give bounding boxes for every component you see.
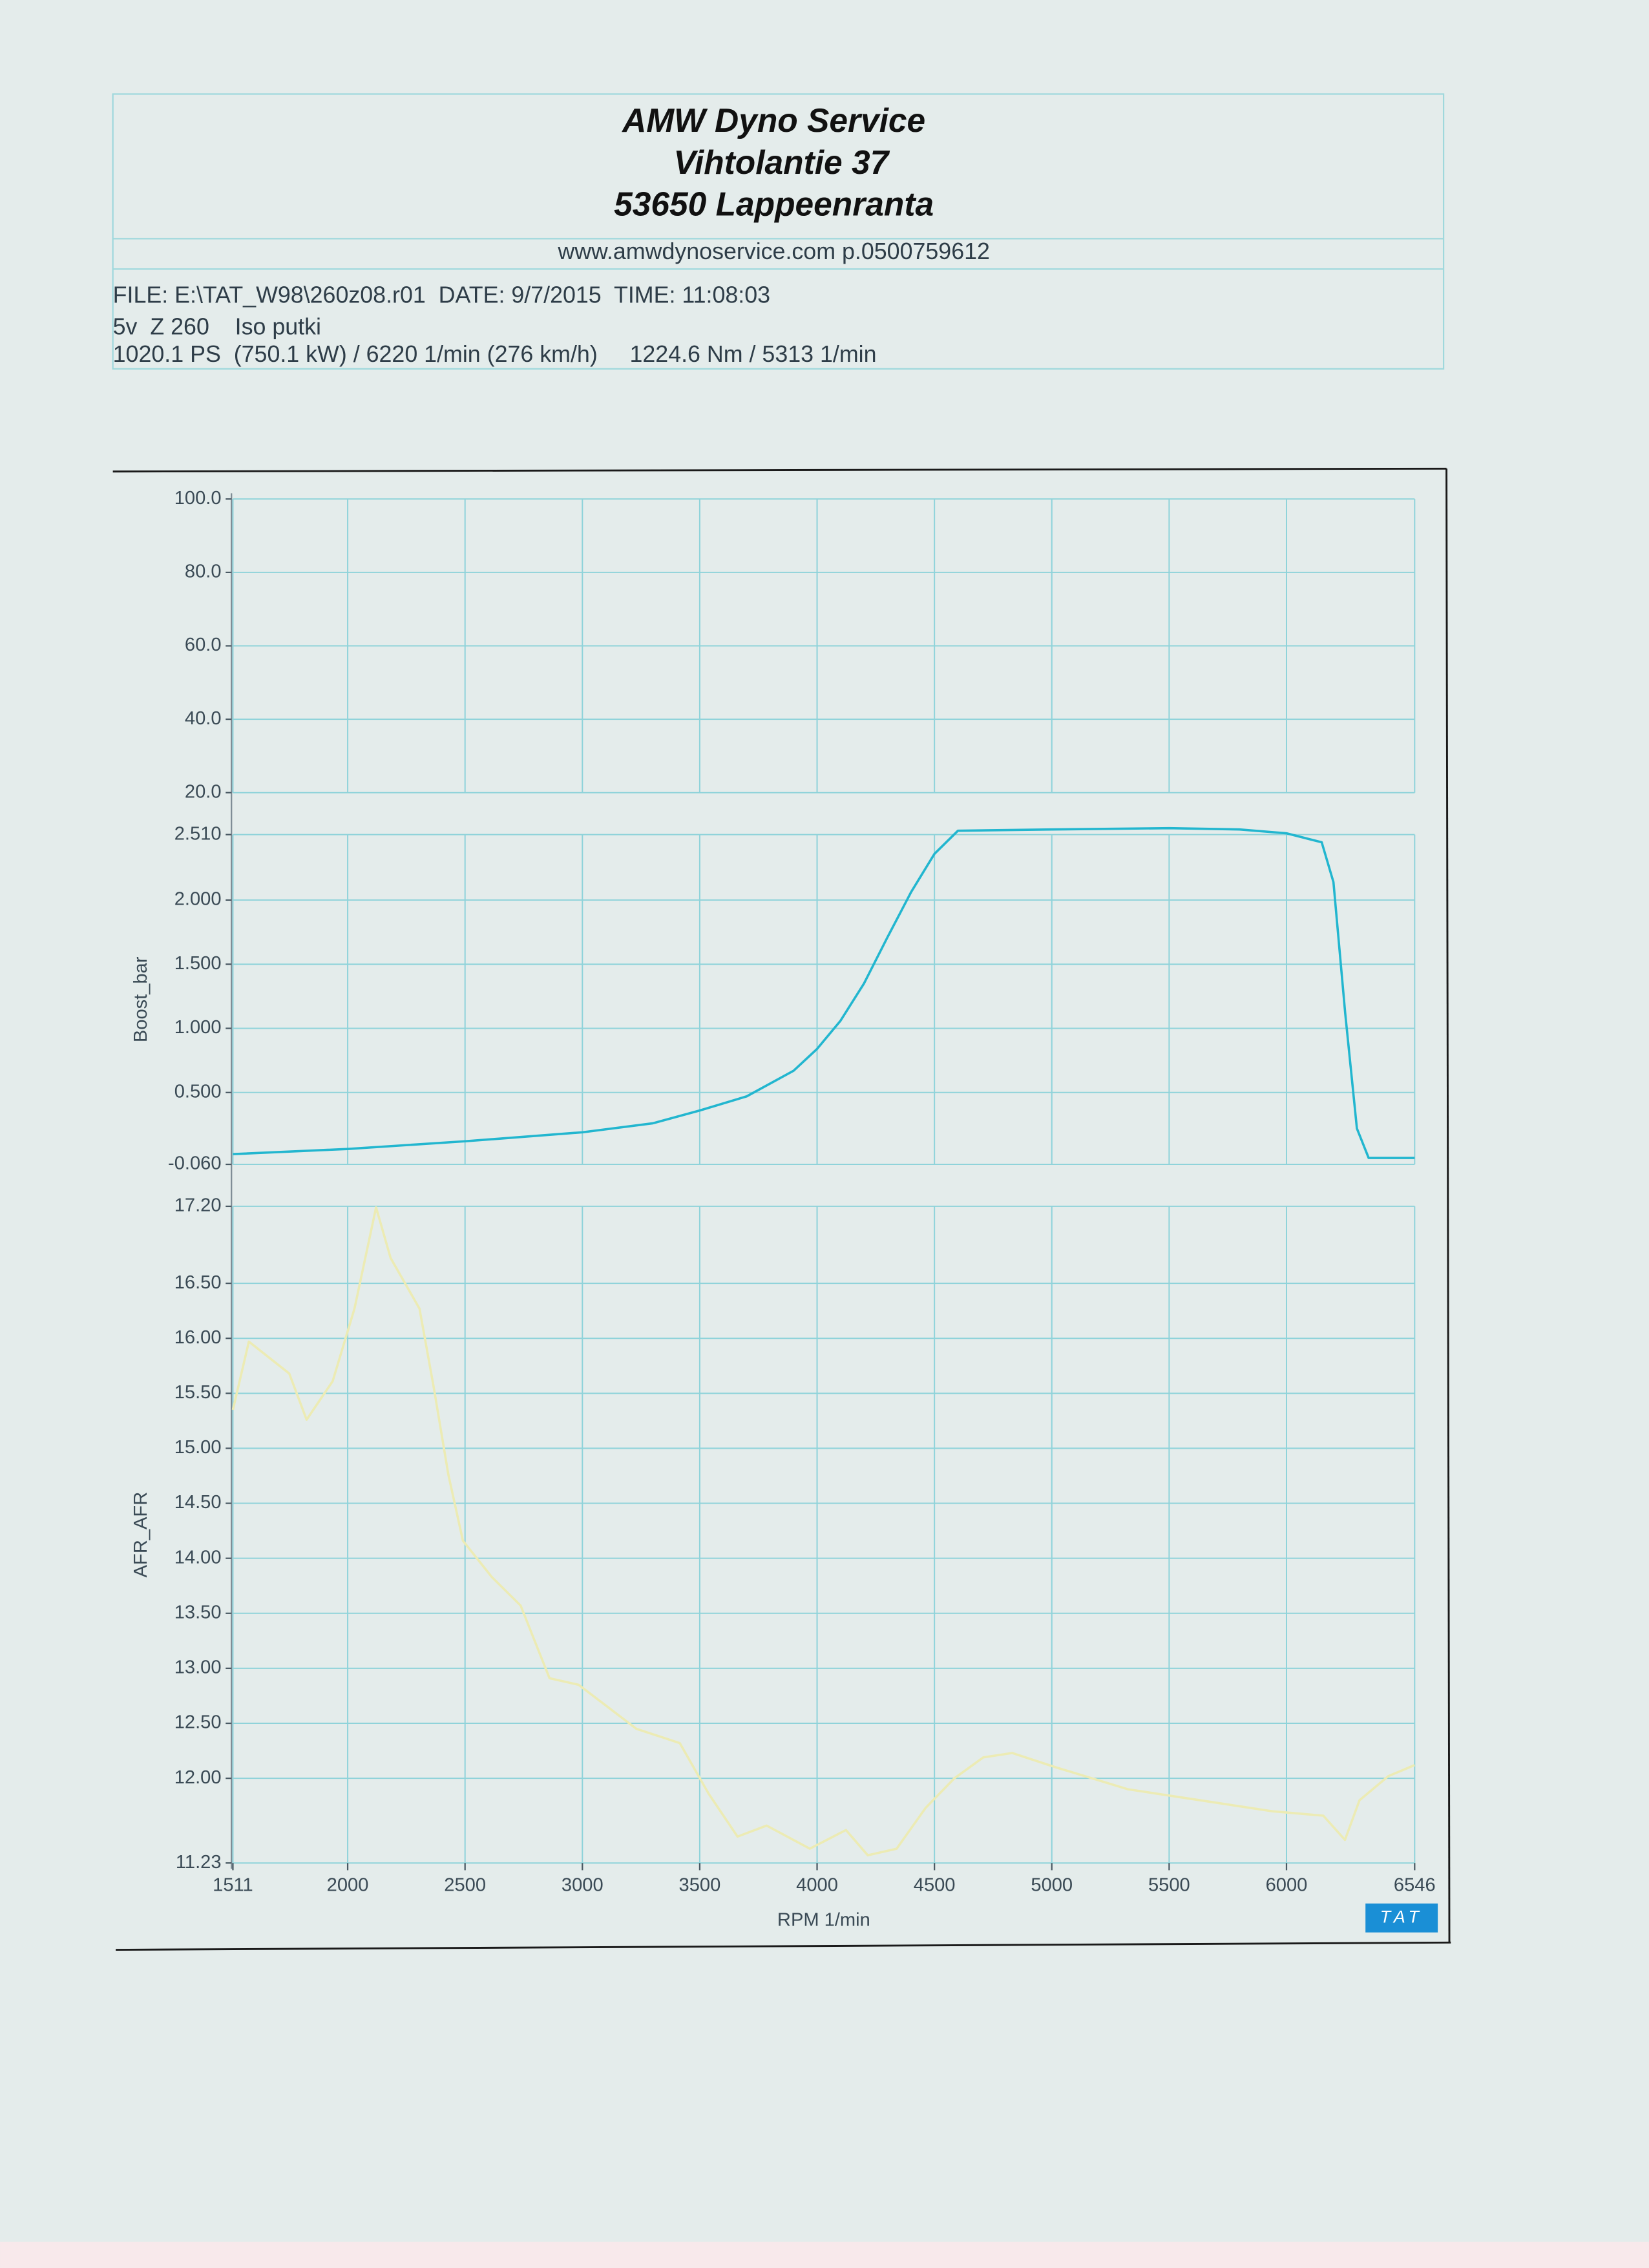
y-tick-label: 15.00 [174, 1437, 222, 1458]
y-tick-label: 16.00 [174, 1327, 222, 1348]
logo-text: TAT [1380, 1907, 1423, 1926]
y-tick-label: 40.0 [185, 708, 222, 729]
header-info: 1020.1 PS (750.1 kW) / 6220 1/min (276 k… [113, 341, 877, 367]
header-box [112, 93, 1445, 370]
y-tick-label: 12.00 [174, 1767, 222, 1788]
y-axis-label: AFR_AFR [131, 1492, 151, 1578]
chart-frame [112, 467, 1451, 1951]
y-tick-label: 100.0 [174, 488, 222, 509]
y-tick-label: 0.500 [174, 1081, 222, 1102]
header-info: FILE: E:\TAT_W98\260z08.r01 DATE: 9/7/20… [113, 282, 770, 308]
x-tick-label: 5000 [1031, 1875, 1073, 1896]
y-tick-label: 12.50 [174, 1712, 222, 1733]
y-tick-label: 20.0 [185, 781, 222, 802]
x-tick-label: 3000 [562, 1875, 604, 1896]
header-title: Vihtolantie 37 [673, 143, 890, 181]
data-line [233, 826, 1415, 1159]
y-tick-label: -0.060 [168, 1153, 222, 1174]
x-axis-label: RPM 1/min [777, 1909, 870, 1930]
header-title: AMW Dyno Service [621, 101, 925, 139]
header-info: 5v Z 260 Iso putki [113, 314, 321, 340]
y-tick-label: 13.00 [174, 1657, 222, 1678]
y-tick-label: 14.00 [174, 1547, 222, 1568]
frame-line [1445, 468, 1451, 1943]
y-tick-label: 2.000 [174, 889, 222, 910]
y-tick-label: 80.0 [185, 562, 222, 582]
y-tick-label: 17.20 [174, 1195, 222, 1216]
x-tick-label: 5500 [1148, 1875, 1190, 1896]
x-tick-label: 4000 [796, 1875, 838, 1896]
x-tick-label: 6000 [1266, 1875, 1308, 1896]
x-tick-label: 6546 [1394, 1875, 1436, 1896]
data-line [231, 1206, 1416, 1857]
x-tick-label: 2500 [444, 1875, 486, 1896]
x-tick-label: 4500 [914, 1875, 956, 1896]
header: AMW Dyno Service Vihtolantie 37 53650 La… [112, 93, 1445, 370]
header-title: 53650 Lappeenranta [614, 185, 934, 223]
y-axis-label: Boost_bar [131, 956, 151, 1042]
frame-line [116, 1941, 1451, 1951]
bottom-strip [0, 2242, 1649, 2268]
y-tick-label: 2.510 [174, 823, 222, 844]
y-tick-label: 15.50 [174, 1382, 222, 1403]
frame-line [112, 467, 1447, 473]
y-tick-label: 16.50 [174, 1272, 222, 1293]
x-tick-label: 1511 [213, 1875, 253, 1896]
y-tick-label: 60.0 [185, 635, 222, 655]
logo-badge [1365, 1903, 1438, 1933]
y-tick-label: 11.23 [176, 1852, 222, 1873]
x-tick-label: 2000 [327, 1875, 369, 1896]
y-tick-label: 13.50 [174, 1602, 222, 1622]
header-contact: www.amwdynoservice.com p.0500759612 [557, 238, 990, 264]
y-tick-label: 1.000 [174, 1017, 222, 1038]
y-tick-label: 1.500 [174, 953, 222, 974]
x-tick-label: 3500 [679, 1875, 721, 1896]
y-tick-label: 14.50 [174, 1492, 222, 1513]
